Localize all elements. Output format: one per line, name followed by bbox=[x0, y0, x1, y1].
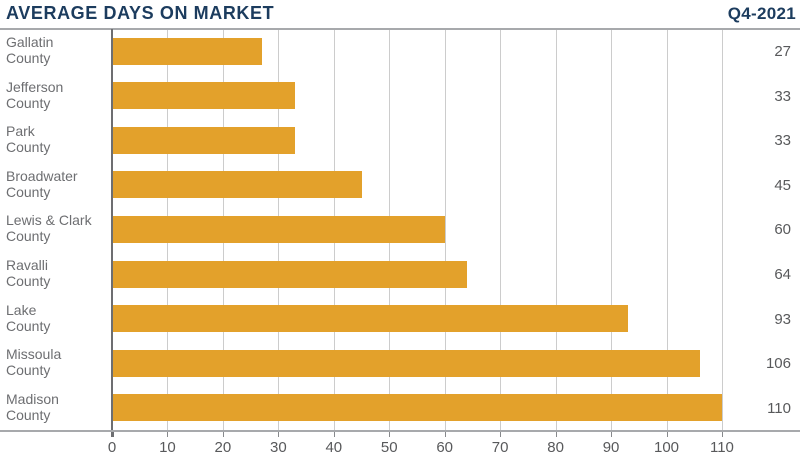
value-label: 60 bbox=[774, 221, 791, 239]
value-label: 27 bbox=[774, 43, 791, 61]
bar bbox=[113, 260, 467, 288]
bar-row: Park County 33 bbox=[0, 118, 800, 163]
period-label: Q4-2021 bbox=[727, 4, 796, 23]
x-tick-label-60: 60 bbox=[436, 439, 454, 456]
x-tick-mark-0 bbox=[112, 432, 114, 437]
x-tick-label-20: 20 bbox=[214, 439, 232, 456]
x-tick-label-90: 90 bbox=[602, 439, 620, 456]
bar bbox=[113, 37, 262, 65]
x-tick-label-10: 10 bbox=[159, 439, 176, 456]
y-axis-line bbox=[111, 29, 113, 437]
x-tick-label-30: 30 bbox=[270, 439, 287, 456]
bar bbox=[113, 349, 700, 377]
bar-row: Madison County 110 bbox=[0, 385, 800, 430]
x-tick-label-0: 0 bbox=[107, 439, 117, 456]
x-tick-mark-20 bbox=[222, 432, 224, 437]
gridline-110 bbox=[721, 30, 723, 430]
x-tick-mark-90 bbox=[611, 432, 613, 437]
category-label: Gallatin County bbox=[6, 34, 54, 67]
x-tick-mark-40 bbox=[333, 432, 335, 437]
gridline-100 bbox=[666, 30, 668, 430]
value-label: 33 bbox=[774, 87, 791, 105]
chart-title: AVERAGE DAYS ON MARKET bbox=[6, 3, 275, 23]
gridline-90 bbox=[611, 30, 613, 430]
value-label: 110 bbox=[767, 399, 791, 417]
x-tick-label-50: 50 bbox=[380, 439, 398, 456]
bar-row: Lake County 93 bbox=[0, 296, 800, 341]
bar-row: Gallatin County 27 bbox=[0, 29, 800, 74]
value-label: 33 bbox=[774, 132, 791, 150]
category-label: Park County bbox=[6, 123, 51, 156]
x-tick-label-70: 70 bbox=[491, 439, 509, 456]
x-tick-label-40: 40 bbox=[325, 439, 343, 456]
bar bbox=[113, 171, 362, 199]
x-tick-mark-100 bbox=[666, 432, 668, 437]
bar bbox=[113, 305, 628, 333]
bar bbox=[113, 126, 295, 154]
bar bbox=[113, 215, 445, 243]
bar bbox=[113, 82, 295, 110]
x-tick-label-100: 100 bbox=[653, 439, 680, 456]
header-divider-line bbox=[0, 28, 800, 30]
bar-row: Jefferson County 33 bbox=[0, 74, 800, 119]
category-label: Broadwater County bbox=[6, 167, 78, 200]
x-axis-line bbox=[0, 430, 800, 432]
category-label: Ravalli County bbox=[6, 257, 51, 289]
value-label: 45 bbox=[774, 176, 791, 194]
bar-row: Missoula County 106 bbox=[0, 341, 800, 386]
x-tick-mark-50 bbox=[389, 432, 391, 437]
bar bbox=[113, 394, 722, 422]
x-tick-label-110: 110 bbox=[709, 439, 734, 456]
category-label: Lewis & Clark County bbox=[6, 212, 92, 245]
value-label: 64 bbox=[774, 266, 791, 284]
x-tick-mark-10 bbox=[167, 432, 169, 437]
bar-row: Ravalli County 64 bbox=[0, 252, 800, 297]
bar-row: Broadwater County 45 bbox=[0, 163, 800, 208]
x-tick-mark-60 bbox=[444, 432, 446, 437]
x-tick-mark-80 bbox=[555, 432, 557, 437]
category-label: Missoula County bbox=[6, 346, 62, 379]
category-label: Madison County bbox=[6, 390, 59, 423]
x-tick-mark-70 bbox=[500, 432, 502, 437]
bar-row: Lewis & Clark County 60 bbox=[0, 207, 800, 252]
gridline-60 bbox=[444, 30, 446, 430]
x-tick-mark-30 bbox=[278, 432, 280, 437]
gridline-70 bbox=[500, 30, 502, 430]
x-tick-label-80: 80 bbox=[547, 439, 564, 456]
gridline-80 bbox=[555, 30, 557, 430]
value-label: 106 bbox=[765, 355, 791, 373]
category-label: Lake County bbox=[6, 301, 51, 334]
value-label: 93 bbox=[774, 310, 791, 328]
category-label: Jefferson County bbox=[6, 78, 64, 111]
x-tick-mark-110 bbox=[721, 432, 723, 437]
